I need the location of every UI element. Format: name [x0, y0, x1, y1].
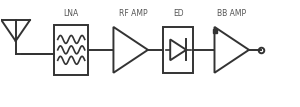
- Text: BB AMP: BB AMP: [217, 9, 246, 18]
- Bar: [54, 25, 88, 75]
- Text: RF AMP: RF AMP: [119, 9, 148, 18]
- Bar: [164, 27, 193, 73]
- Text: LNA: LNA: [64, 9, 79, 18]
- Text: ED: ED: [173, 9, 184, 18]
